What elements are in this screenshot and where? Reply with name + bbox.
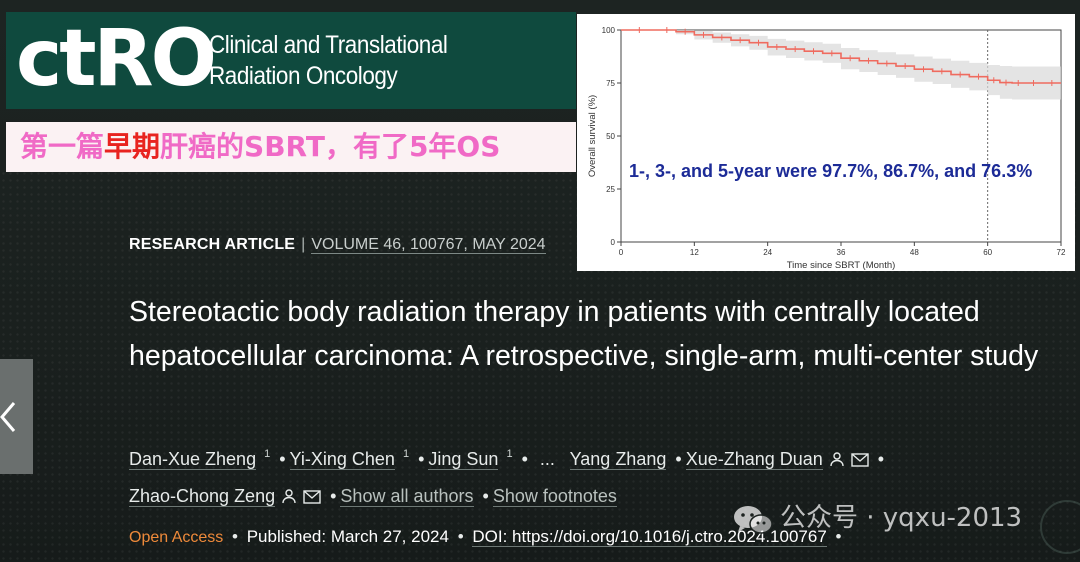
journal-name-line1: Clinical and Translational [209, 31, 448, 59]
author-link[interactable]: Yi-Xing Chen [289, 449, 395, 470]
volume-link[interactable]: VOLUME 46, 100767, MAY 2024 [311, 236, 546, 254]
x-tick-label: 36 [837, 248, 846, 257]
author-link[interactable]: Yang Zhang [569, 449, 667, 470]
bullet: • [482, 486, 489, 506]
caption-part2: 早期 [104, 130, 161, 163]
article-title: Stereotactic body radiation therapy in p… [129, 296, 1039, 372]
email-icon[interactable] [851, 444, 869, 479]
y-tick-label: 75 [606, 79, 615, 88]
open-access-badge[interactable]: Open Access [129, 529, 224, 546]
bullet: • [232, 527, 238, 546]
chart-canvas: 0 25 50 75 100 0 12 24 36 48 60 72 Time since SBRT (… [587, 26, 1066, 271]
email-icon[interactable] [303, 481, 321, 516]
article-meta: RESEARCH ARTICLE | VOLUME 46, 100767, MAY … [129, 236, 546, 254]
x-tick-label: 12 [690, 248, 699, 257]
x-tick-label: 60 [983, 248, 992, 257]
article-type: RESEARCH ARTICLE [129, 236, 296, 253]
journal-name: Clinical and Translational Radiation Onc… [209, 30, 448, 92]
confidence-band [621, 30, 1061, 100]
watermark-text: 公众号 · yqxu-2013 [780, 503, 1023, 533]
affiliation-sup[interactable]: 1 [264, 448, 271, 460]
bullet: • [279, 449, 286, 469]
survival-curve [621, 29, 1061, 84]
y-tick-label: 0 [611, 238, 616, 247]
survival-chart: 0 25 50 75 100 0 12 24 36 48 60 72 Time since SBRT (… [577, 14, 1075, 271]
journal-header: ctRO Clinical and Translational Radiatio… [6, 12, 576, 109]
journal-logo: ctRO [16, 14, 217, 104]
person-icon[interactable] [829, 444, 845, 479]
bullet: • [521, 449, 528, 469]
x-tick-label: 24 [763, 248, 772, 257]
decorative-circle [1040, 500, 1080, 554]
affiliation-sup[interactable]: 1 [506, 448, 513, 460]
caption-text: 第一篇早期肝癌的SBRT，有了5年OS [20, 130, 500, 164]
x-tick-label: 48 [910, 248, 919, 257]
wechat-icon [732, 504, 774, 543]
caption-banner: 第一篇早期肝癌的SBRT，有了5年OS [6, 122, 576, 172]
caption-part3: 肝癌的SBRT，有了5年OS [160, 130, 501, 163]
y-tick-label: 50 [606, 132, 615, 141]
authors-ellipsis: ... [539, 449, 555, 469]
show-footnotes-link[interactable]: Show footnotes [492, 486, 617, 507]
meta-separator: | [301, 236, 306, 253]
author-link[interactable]: Xue-Zhang Duan [685, 449, 823, 470]
journal-name-line2: Radiation Oncology [209, 62, 398, 90]
bullet: • [675, 449, 682, 469]
published-date: Published: March 27, 2024 [246, 527, 449, 546]
affiliation-sup[interactable]: 1 [402, 448, 410, 460]
bullet: • [457, 527, 464, 546]
y-tick-label: 100 [602, 26, 616, 35]
author-link[interactable]: Zhao-Chong Zeng [129, 486, 276, 507]
bullet: • [330, 486, 337, 506]
bullet: • [877, 449, 885, 469]
author-link[interactable]: Jing Sun [428, 449, 499, 470]
author-link[interactable]: Dan-Xue Zheng [129, 449, 257, 470]
bullet: • [418, 449, 425, 469]
chart-annotation: 1-, 3-, and 5-year were 97.7%, 86.7%, an… [629, 161, 1033, 181]
show-all-authors-link[interactable]: Show all authors [340, 486, 474, 507]
x-tick-label: 72 [1057, 248, 1066, 257]
x-tick-label: 0 [619, 248, 624, 257]
y-axis-label: Overall survival (%) [587, 95, 598, 177]
caption-part1: 第一篇 [20, 130, 105, 163]
y-tick-label: 25 [606, 185, 615, 194]
previous-slide-button[interactable] [0, 359, 33, 474]
bullet: • [835, 527, 842, 546]
chevron-left-icon [0, 402, 16, 432]
author-list: Dan-Xue Zheng 1 • Yi-Xing Chen 1 • Jing Sun 1… [129, 437, 949, 516]
x-axis-label: Time since SBRT (Month) [787, 260, 896, 271]
person-icon[interactable] [281, 481, 297, 516]
